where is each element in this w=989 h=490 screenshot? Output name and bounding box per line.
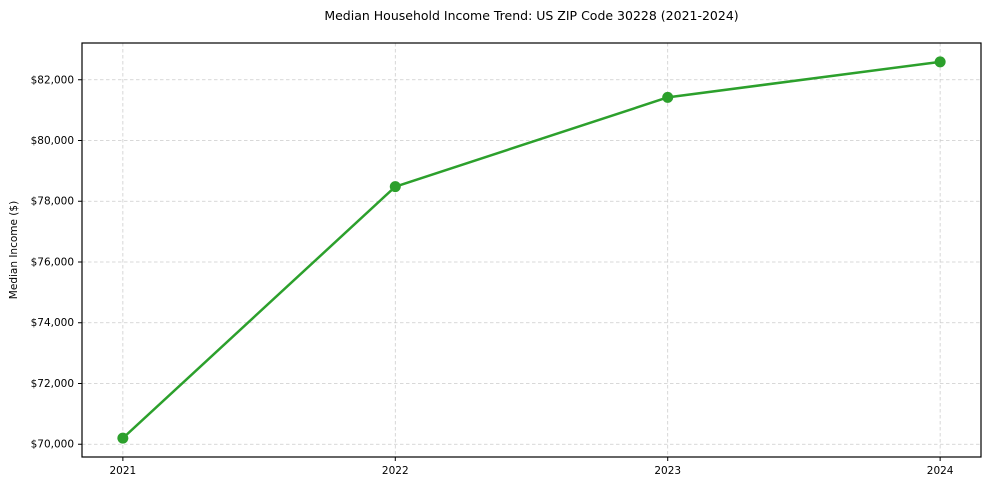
y-tick-label: $74,000 <box>31 317 74 329</box>
y-tick-label: $76,000 <box>31 256 74 268</box>
x-tick-label: 2024 <box>927 465 954 477</box>
data-point-2021 <box>117 432 129 444</box>
x-tick-label: 2023 <box>654 465 681 477</box>
y-tick-label: $80,000 <box>31 135 74 147</box>
trend-line <box>121 60 942 440</box>
y-tick-label: $72,000 <box>31 378 74 390</box>
chart-title: Median Household Income Trend: US ZIP Co… <box>324 8 739 23</box>
y-tick-label: $82,000 <box>31 74 74 86</box>
data-point-2023 <box>662 91 674 103</box>
x-tick-label: 2021 <box>109 465 136 477</box>
y-tick-label: $78,000 <box>31 196 74 208</box>
axes-spines <box>81 42 982 458</box>
x-tick-label: 2022 <box>382 465 409 477</box>
data-point-2022 <box>389 181 401 193</box>
data-point-2024 <box>934 56 946 68</box>
y-tick-label: $70,000 <box>31 439 74 451</box>
